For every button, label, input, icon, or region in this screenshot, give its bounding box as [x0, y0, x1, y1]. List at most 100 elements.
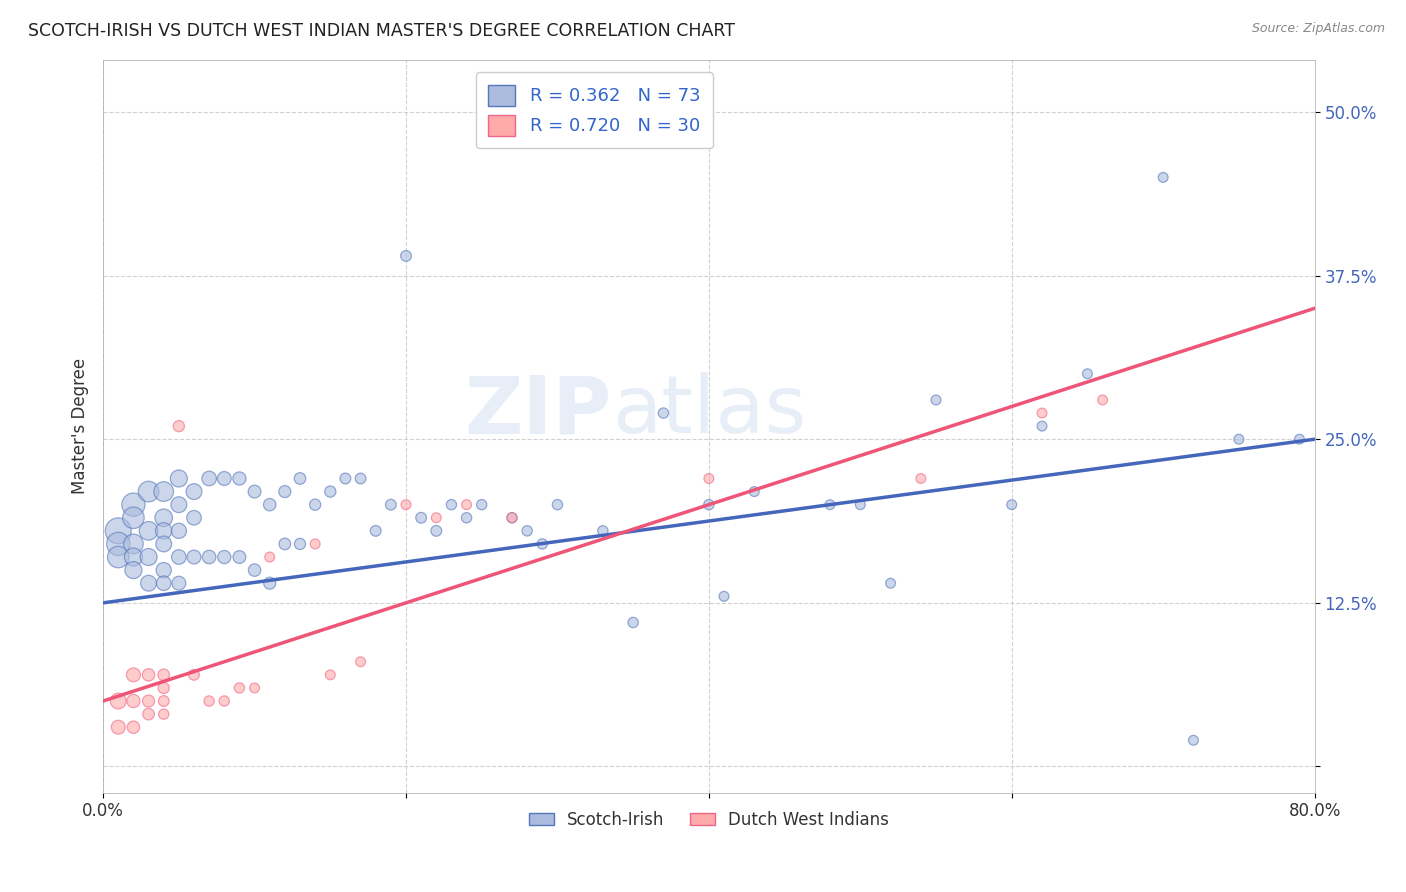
Point	[152, 707, 174, 722]
Point	[259, 498, 281, 512]
Point	[198, 471, 221, 485]
Point	[697, 498, 720, 512]
Point	[411, 510, 433, 524]
Point	[183, 549, 205, 564]
Point	[107, 549, 129, 564]
Text: Source: ZipAtlas.com: Source: ZipAtlas.com	[1251, 22, 1385, 36]
Point	[1227, 432, 1250, 446]
Point	[214, 549, 236, 564]
Point	[259, 549, 281, 564]
Point	[652, 406, 675, 420]
Point	[228, 549, 250, 564]
Point	[167, 419, 190, 434]
Point	[167, 471, 190, 485]
Point	[152, 576, 174, 591]
Point	[214, 694, 236, 708]
Point	[274, 484, 297, 499]
Point	[621, 615, 644, 630]
Point	[107, 720, 129, 734]
Point	[1031, 419, 1053, 434]
Point	[122, 549, 145, 564]
Point	[107, 524, 129, 538]
Text: ZIP: ZIP	[465, 373, 612, 450]
Point	[107, 694, 129, 708]
Point	[1076, 367, 1098, 381]
Point	[349, 471, 371, 485]
Point	[319, 484, 342, 499]
Point	[122, 668, 145, 682]
Point	[259, 576, 281, 591]
Point	[304, 498, 326, 512]
Point	[364, 524, 387, 538]
Point	[925, 392, 948, 407]
Point	[288, 471, 311, 485]
Point	[228, 681, 250, 695]
Point	[1152, 170, 1174, 185]
Point	[152, 694, 174, 708]
Point	[592, 524, 614, 538]
Point	[138, 707, 160, 722]
Point	[167, 576, 190, 591]
Point	[243, 484, 266, 499]
Point	[395, 249, 418, 263]
Point	[152, 537, 174, 551]
Point	[243, 563, 266, 577]
Point	[122, 537, 145, 551]
Point	[501, 510, 523, 524]
Point	[243, 681, 266, 695]
Point	[319, 668, 342, 682]
Legend: Scotch-Irish, Dutch West Indians: Scotch-Irish, Dutch West Indians	[522, 805, 896, 836]
Point	[122, 694, 145, 708]
Point	[214, 471, 236, 485]
Point	[713, 589, 735, 603]
Point	[425, 510, 447, 524]
Point	[501, 510, 523, 524]
Point	[152, 510, 174, 524]
Point	[1001, 498, 1024, 512]
Point	[152, 484, 174, 499]
Point	[198, 694, 221, 708]
Point	[138, 576, 160, 591]
Point	[288, 537, 311, 551]
Point	[183, 510, 205, 524]
Point	[304, 537, 326, 551]
Point	[1031, 406, 1053, 420]
Point	[742, 484, 765, 499]
Point	[1288, 432, 1310, 446]
Point	[879, 576, 901, 591]
Point	[456, 510, 478, 524]
Point	[274, 537, 297, 551]
Point	[138, 549, 160, 564]
Point	[425, 524, 447, 538]
Point	[531, 537, 554, 551]
Point	[910, 471, 932, 485]
Point	[167, 549, 190, 564]
Point	[152, 524, 174, 538]
Point	[697, 471, 720, 485]
Point	[122, 498, 145, 512]
Point	[1182, 733, 1205, 747]
Point	[198, 549, 221, 564]
Point	[122, 510, 145, 524]
Point	[152, 563, 174, 577]
Point	[183, 668, 205, 682]
Point	[546, 498, 568, 512]
Text: atlas: atlas	[612, 373, 806, 450]
Point	[849, 498, 872, 512]
Point	[395, 498, 418, 512]
Point	[138, 694, 160, 708]
Point	[107, 537, 129, 551]
Point	[122, 720, 145, 734]
Point	[335, 471, 357, 485]
Y-axis label: Master's Degree: Master's Degree	[72, 358, 89, 494]
Point	[440, 498, 463, 512]
Point	[380, 498, 402, 512]
Point	[1091, 392, 1114, 407]
Point	[138, 668, 160, 682]
Point	[152, 668, 174, 682]
Text: SCOTCH-IRISH VS DUTCH WEST INDIAN MASTER'S DEGREE CORRELATION CHART: SCOTCH-IRISH VS DUTCH WEST INDIAN MASTER…	[28, 22, 735, 40]
Point	[818, 498, 841, 512]
Point	[138, 484, 160, 499]
Point	[167, 524, 190, 538]
Point	[152, 681, 174, 695]
